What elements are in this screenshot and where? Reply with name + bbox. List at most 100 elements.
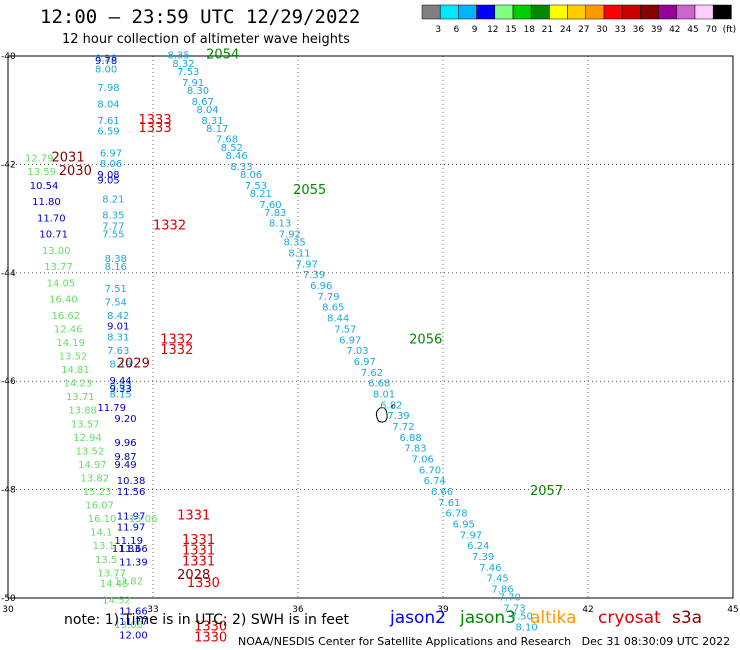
swh-value-label: 8.31 <box>201 116 223 127</box>
colorbar-label: 15 <box>505 25 516 35</box>
swh-value-label: 8.42 <box>107 311 129 322</box>
swh-value-label: 7.50 <box>511 612 533 623</box>
swh-value-label: 13.57 <box>71 419 100 430</box>
pass-number-label: 1330 <box>194 620 227 635</box>
swh-value-label: 8.30 <box>187 86 209 97</box>
swh-value-label: 8.01 <box>373 389 395 400</box>
swh-value-label: 8.46 <box>226 151 248 162</box>
colorbar-label: 21 <box>542 25 553 35</box>
pass-number-label: 1331 <box>182 533 215 548</box>
swh-value-label: 7.06 <box>412 455 434 466</box>
swh-value-label: 11.77 <box>119 617 148 628</box>
swh-value-label: 8.38 <box>105 254 127 265</box>
map-title: 12:00 – 23:59 UTC 12/29/2022 <box>40 6 361 28</box>
swh-value-label: 9.33 <box>110 384 132 395</box>
lon-tick-label: 30 <box>2 605 14 615</box>
swh-value-label: 7.51 <box>105 284 127 295</box>
lat-tick-label: -46 <box>1 377 16 387</box>
swh-value-label: 7.98 <box>97 83 119 94</box>
swh-value-label: 13.68 <box>114 620 143 631</box>
pass-number-label: 1331 <box>182 554 215 569</box>
swh-value-label: 7.39 <box>472 552 494 563</box>
swh-value-label: 6.97 <box>100 148 122 159</box>
colorbar-label: 3 <box>435 25 441 35</box>
map-frame <box>7 55 734 599</box>
swh-value-label: 16.40 <box>49 295 78 306</box>
swh-value-label: 10.71 <box>39 230 68 241</box>
swh-value-label: 6.70 <box>419 465 441 476</box>
swh-value-label: 9.49 <box>114 460 136 471</box>
swh-value-label: 11.39 <box>119 557 148 568</box>
swh-value-label: 13.00 <box>42 246 71 257</box>
lat-tick-label: -44 <box>1 269 16 279</box>
colorbar-swatch <box>476 4 496 20</box>
colorbar-swatch <box>603 4 623 20</box>
footer-note: note: 1) Time is in UTC; 2) SWH is in fe… <box>64 612 350 628</box>
lon-tick-label: 39 <box>437 605 449 615</box>
colorbar-label: 6 <box>454 25 460 35</box>
mission-jason2: jason2 <box>390 608 446 628</box>
swh-value-label: 8.35 <box>102 211 124 222</box>
swh-value-label: 6.96 <box>310 281 332 292</box>
swh-value-label: 12.00 <box>119 631 148 642</box>
swh-value-label: 12.94 <box>73 433 102 444</box>
swh-value-label: 13.88 <box>68 406 97 417</box>
swh-value-label: 7.63 <box>107 346 129 357</box>
colorbar-swatch <box>658 4 678 20</box>
swh-value-label: 9.78 <box>95 56 117 67</box>
swh-value-label: 8.21 <box>102 194 124 205</box>
swh-value-label: 6.74 <box>424 476 446 487</box>
colorbar-label: 39 <box>651 25 663 35</box>
swh-value-label: 8.44 <box>327 314 349 325</box>
swh-value-label: 7.92 <box>279 230 301 241</box>
swh-value-label: 11.83 <box>112 544 141 555</box>
swh-value-label: 11.66 <box>119 544 148 555</box>
swh-value-label: 7.83 <box>264 208 286 219</box>
swh-value-label: 13.77 <box>44 262 73 273</box>
swh-value-label: 11.80 <box>32 197 61 208</box>
swh-value-label: 7.97 <box>460 530 482 541</box>
swh-value-label: 8.65 <box>322 303 344 314</box>
pass-number-label: 1330 <box>187 576 220 591</box>
swh-value-label: 7.91 <box>182 78 204 89</box>
swh-value-label: 8.13 <box>269 219 291 230</box>
colorbar-swatch <box>621 4 641 20</box>
colorbar-label: 18 <box>523 25 535 35</box>
swh-value-label: 14.52 <box>102 595 131 606</box>
colorbar-label: 24 <box>560 25 572 35</box>
swh-value-label: 8.17 <box>206 124 228 135</box>
lat-tick-label: -40 <box>1 52 16 62</box>
swh-value-label: 8.31 <box>107 333 129 344</box>
swh-value-label: 11.19 <box>114 536 143 547</box>
swh-value-label: 7.83 <box>404 444 426 455</box>
swh-value-label: 16.62 <box>52 311 81 322</box>
swh-value-label: 7.55 <box>102 230 124 241</box>
pass-number-label: 1333 <box>139 121 172 136</box>
swh-value-label: 9.96 <box>114 438 136 449</box>
pass-number-label: 1332 <box>153 218 186 233</box>
colorbar-label: 42 <box>669 25 680 35</box>
swh-data-points: 8.358.327.537.918.308.678.048.318.177.68… <box>25 51 538 642</box>
swh-value-label: 7.72 <box>392 422 414 433</box>
lat-tick-label: -50 <box>1 594 16 604</box>
swh-value-label: 7.57 <box>334 324 356 335</box>
swh-value-label: 7.68 <box>216 135 238 146</box>
swh-value-label: 6.78 <box>445 509 467 520</box>
pass-number-label: 1332 <box>160 343 193 358</box>
swh-value-label: 8.04 <box>197 105 219 116</box>
swh-value-label: 9.05 <box>97 175 119 186</box>
swh-value-label: 14.97 <box>78 460 107 471</box>
swh-value-label: 13.82 <box>81 473 110 484</box>
small-islet-shape <box>391 404 396 409</box>
colorbar-label: 30 <box>596 25 608 35</box>
colorbar-swatch <box>567 4 587 20</box>
colorbar-swatch <box>712 4 732 20</box>
lon-tick-label: 42 <box>582 605 593 615</box>
pass-number-label: 1332 <box>160 332 193 347</box>
swh-value-label: 7.62 <box>361 368 383 379</box>
swh-value-label: 6.68 <box>368 379 390 390</box>
swh-value-label: 14.19 <box>56 338 85 349</box>
swh-value-label: 8.04 <box>97 99 119 110</box>
swh-value-label: 12.46 <box>54 324 83 335</box>
